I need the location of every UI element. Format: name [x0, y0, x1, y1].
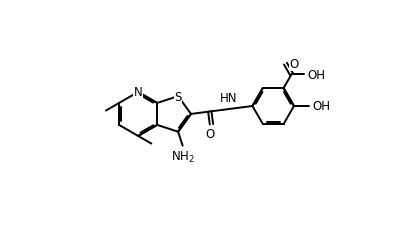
Text: S: S — [174, 90, 182, 103]
Text: N: N — [134, 86, 142, 99]
Text: OH: OH — [312, 100, 330, 113]
Text: HN: HN — [220, 92, 237, 104]
Text: O: O — [205, 127, 215, 140]
Text: O: O — [289, 58, 298, 71]
Text: OH: OH — [307, 68, 326, 81]
Text: NH$_2$: NH$_2$ — [171, 149, 195, 164]
